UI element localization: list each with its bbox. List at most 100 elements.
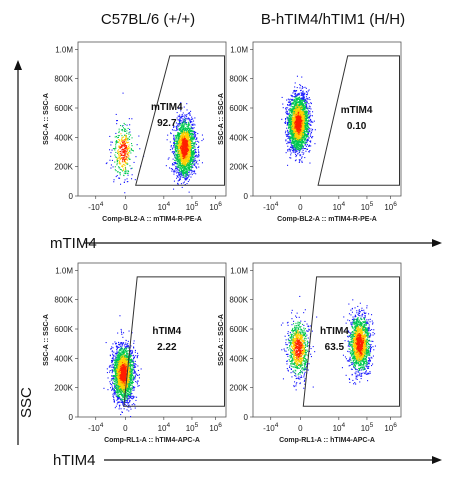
event-dot (292, 106, 294, 108)
event-dot (189, 171, 191, 173)
event-dot (181, 170, 183, 172)
event-dot (179, 175, 181, 177)
event-dot (180, 146, 182, 148)
event-dot (181, 117, 183, 119)
event-dot (183, 137, 185, 139)
event-dot (181, 116, 183, 118)
event-dot (296, 107, 298, 109)
event-dot (181, 137, 183, 139)
event-dot (289, 111, 291, 113)
event-dot (128, 132, 130, 134)
event-dot (178, 136, 180, 138)
event-dot (286, 124, 288, 126)
event-dot (175, 130, 177, 132)
event-dot (120, 154, 122, 156)
event-dot (310, 132, 312, 134)
event-dot (109, 135, 111, 137)
event-dot (183, 134, 185, 136)
event-dot (176, 158, 178, 160)
event-dot (120, 162, 122, 164)
event-dot (299, 100, 301, 102)
event-dot (188, 158, 190, 160)
event-dot (191, 118, 193, 120)
event-dot (177, 169, 179, 171)
event-dot (298, 105, 300, 107)
event-dot (185, 141, 187, 143)
event-dot (188, 131, 190, 133)
event-dot (188, 141, 190, 143)
event-dot (189, 157, 191, 159)
event-dot (186, 146, 188, 148)
event-dot (189, 130, 191, 132)
event-dot (292, 108, 294, 110)
event-dot (125, 152, 127, 154)
event-dot (197, 163, 199, 165)
event-dot (183, 115, 185, 117)
event-dot (301, 141, 303, 143)
event-dot (173, 129, 175, 131)
event-dot (125, 157, 127, 159)
event-dot (180, 173, 182, 175)
event-dot (185, 140, 187, 142)
event-dot (189, 141, 191, 143)
event-dot (193, 123, 195, 125)
event-dot (190, 150, 192, 152)
event-dot (181, 161, 183, 163)
event-dot (189, 145, 191, 147)
event-dot (308, 122, 310, 124)
event-dot (182, 140, 184, 142)
event-dot (189, 112, 191, 114)
event-dot (187, 152, 189, 154)
event-dot (293, 123, 295, 125)
event-dot (121, 141, 123, 143)
event-dot (290, 109, 292, 111)
event-dot (302, 145, 304, 147)
event-dot (177, 183, 179, 185)
event-dot (175, 142, 177, 144)
event-dot (293, 90, 295, 92)
event-dot (122, 143, 124, 145)
event-dot (305, 117, 307, 119)
event-dot (188, 133, 190, 135)
event-dot (307, 90, 309, 92)
event-dot (123, 172, 125, 174)
event-dot (188, 150, 190, 152)
event-dot (194, 142, 196, 144)
event-dot (126, 137, 128, 139)
event-dot (174, 157, 176, 159)
event-dot (124, 129, 126, 131)
event-dot (184, 120, 186, 122)
event-dot (310, 145, 312, 147)
event-dot (293, 101, 295, 103)
event-dot (292, 111, 294, 113)
event-dot (121, 146, 123, 148)
event-dot (304, 157, 306, 159)
event-dot (186, 132, 188, 134)
event-dot (298, 115, 300, 117)
event-dot (131, 149, 133, 151)
event-dot (186, 160, 188, 162)
event-dot (176, 126, 178, 128)
event-dot (123, 154, 125, 156)
event-dot (302, 100, 304, 102)
event-dot (298, 138, 300, 140)
event-dot (294, 152, 296, 154)
event-dot (188, 179, 190, 181)
event-dot (293, 108, 295, 110)
event-dot (192, 162, 194, 164)
event-dot (302, 145, 304, 147)
event-dot (297, 117, 299, 119)
event-dot (189, 153, 191, 155)
event-dot (299, 146, 301, 148)
event-dot (186, 174, 188, 176)
event-dot (306, 123, 308, 125)
event-dot (182, 171, 184, 173)
event-dot (187, 140, 189, 142)
event-dot (179, 135, 181, 137)
event-dot (182, 182, 184, 184)
event-dot (116, 137, 118, 139)
event-dot (297, 145, 299, 147)
event-dot (173, 164, 175, 166)
event-dot (124, 140, 126, 142)
event-dot (181, 129, 183, 131)
